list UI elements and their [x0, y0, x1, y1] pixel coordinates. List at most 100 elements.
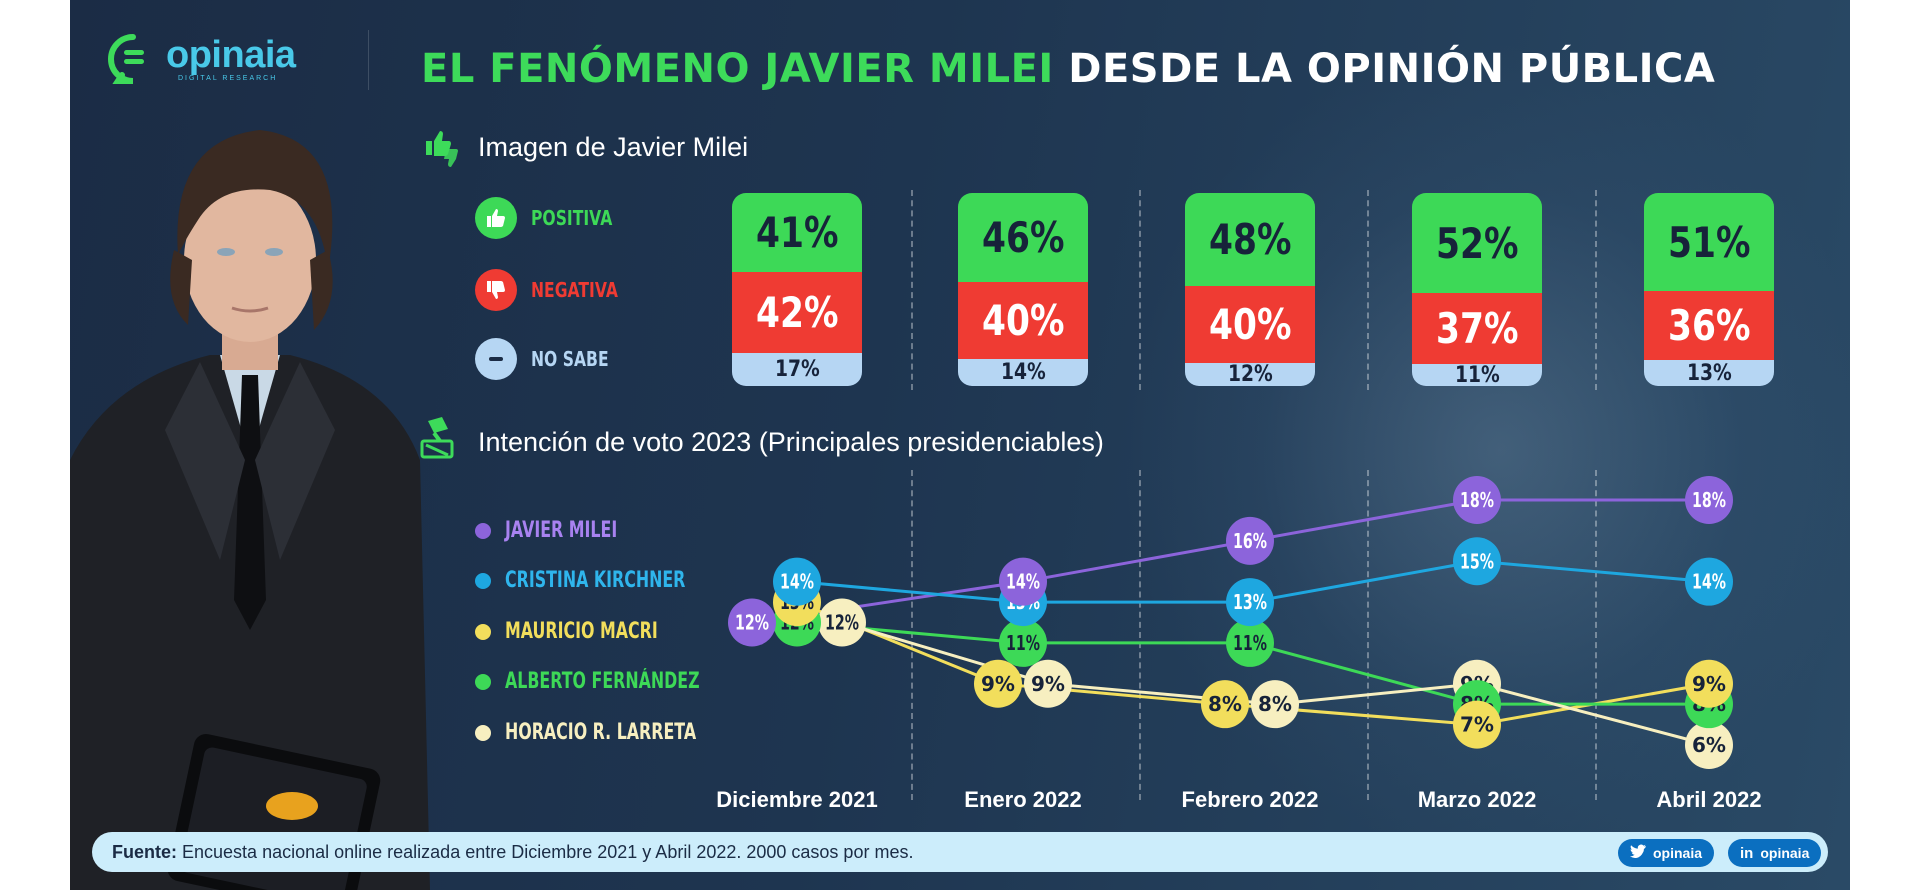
positive-segment: 48%	[1185, 193, 1315, 286]
month-label: Marzo 2022	[1417, 787, 1537, 812]
data-marker	[1453, 537, 1501, 586]
no-sabe-value: 12%	[1227, 362, 1273, 386]
column-separator	[1595, 470, 1597, 800]
title-highlight: EL FENÓMENO JAVIER MILEI	[421, 46, 1054, 92]
data-label: 11%	[1233, 631, 1267, 655]
linkedin-icon: in	[1740, 844, 1754, 862]
negative-segment: 40%	[958, 282, 1088, 359]
data-point: 16%	[1226, 516, 1274, 565]
data-point: 8%	[1251, 680, 1299, 729]
positive-value: 48%	[1208, 215, 1292, 264]
data-label: 8%	[1208, 692, 1242, 716]
data-label: 8%	[1258, 692, 1292, 716]
data-point: 18%	[1685, 476, 1733, 524]
source-note: Fuente: Encuesta nacional online realiza…	[112, 842, 913, 863]
data-marker	[1226, 578, 1274, 627]
data-marker	[1453, 700, 1501, 749]
data-marker	[999, 557, 1047, 606]
column-separator	[1139, 470, 1141, 800]
data-point: 9%	[1024, 659, 1072, 708]
no-sabe-segment: 14%	[958, 359, 1088, 386]
data-marker	[773, 557, 821, 606]
linkedin-handle: opinaia	[1760, 845, 1810, 861]
data-marker	[728, 598, 776, 647]
data-point: 14%	[773, 557, 821, 606]
data-point: 9%	[974, 659, 1022, 708]
no-sabe-value: 14%	[1000, 360, 1046, 385]
column-separator	[1139, 190, 1141, 390]
image-card-abril-2022: 51% 36% 13%	[1644, 193, 1774, 386]
data-point: 11%	[1226, 618, 1274, 667]
data-marker	[1685, 659, 1733, 708]
thumbs-up-down-icon	[426, 131, 458, 167]
opinaia-logo-icon	[108, 34, 144, 84]
twitter-handle: opinaia	[1653, 845, 1703, 861]
data-marker	[1024, 659, 1072, 708]
no-sabe-value: 13%	[1686, 360, 1732, 386]
thumbs-down-icon	[475, 269, 517, 311]
month-label: Abril 2022	[1656, 787, 1762, 812]
data-point: 8%	[1201, 680, 1249, 729]
negative-segment: 40%	[1185, 286, 1315, 363]
source-text: Encuesta nacional online realizada entre…	[182, 842, 914, 862]
no-sabe-value: 11%	[1454, 362, 1500, 387]
image-card-febrero-2022: 48% 40% 12%	[1185, 193, 1315, 386]
positive-segment: 41%	[732, 193, 862, 272]
title-rest: DESDE LA OPINIÓN PÚBLICA	[1068, 46, 1716, 92]
logo-divider	[368, 30, 369, 90]
column-separator	[911, 190, 913, 390]
data-marker	[1226, 516, 1274, 565]
legend-javier-milei: JAVIER MILEI	[475, 518, 661, 543]
month-label: Enero 2022	[964, 787, 1082, 812]
image-card-diciembre-2021: 41% 42% 17%	[732, 193, 862, 386]
no-sabe-segment: 11%	[1412, 362, 1542, 387]
data-point: 6%	[1685, 721, 1733, 769]
positive-segment: 51%	[1644, 193, 1774, 291]
vote-line-chart: 12%9%8%9%6%12%11%11%8%8%13%9%8%7%9%14%13…	[728, 476, 1733, 769]
legend-dot	[475, 673, 491, 690]
no-sabe-segment: 17%	[732, 353, 862, 386]
image-card-marzo-2022: 52% 37% 11%	[1412, 193, 1542, 386]
legend-label-positiva: POSITIVA	[531, 206, 613, 230]
legend-negativa: NEGATIVA	[475, 269, 642, 311]
month-label: Febrero 2022	[1181, 787, 1319, 812]
data-label: 6%	[1692, 733, 1726, 757]
data-marker	[1201, 680, 1249, 729]
data-label: 14%	[780, 570, 814, 594]
legend-label: MAURICIO MACRI	[505, 619, 658, 644]
data-point: 14%	[1685, 557, 1733, 606]
data-marker	[1685, 476, 1733, 524]
legend-dot	[475, 724, 491, 741]
no-sabe-value: 17%	[774, 357, 820, 382]
negative-segment: 37%	[1412, 293, 1542, 364]
brand-name: opinaia	[166, 34, 296, 76]
data-marker	[1251, 680, 1299, 729]
column-separator	[911, 470, 913, 800]
data-marker	[1226, 618, 1274, 667]
data-label: 14%	[1006, 570, 1040, 594]
legend-dot	[475, 623, 491, 640]
positive-segment: 46%	[958, 193, 1088, 282]
data-point: 18%	[1453, 476, 1501, 524]
ballot-box-icon	[420, 417, 454, 459]
positive-value: 51%	[1667, 217, 1751, 267]
negative-value: 40%	[1208, 300, 1292, 349]
twitter-link[interactable]: opinaia	[1618, 839, 1715, 867]
data-label: 9%	[981, 672, 1015, 696]
positive-value: 46%	[981, 213, 1065, 262]
data-marker	[1685, 721, 1733, 769]
column-separator	[1595, 190, 1597, 390]
infographic-card: opinaia DIGITAL RESEARCH EL FENÓMENO JAV…	[70, 0, 1850, 890]
data-point: 12%	[728, 598, 776, 647]
linkedin-link[interactable]: in opinaia	[1728, 839, 1822, 867]
legend-mauricio-macri: MAURICIO MACRI	[475, 619, 717, 644]
legend-label: JAVIER MILEI	[505, 518, 618, 543]
no-sabe-segment: 13%	[1644, 360, 1774, 386]
negative-value: 40%	[981, 296, 1065, 345]
positive-value: 41%	[755, 208, 839, 257]
legend-label-no-sabe: NO SABE	[531, 347, 609, 371]
month-label: Diciembre 2021	[716, 787, 878, 812]
data-label: 7%	[1460, 713, 1494, 737]
column-separator	[1367, 470, 1369, 800]
data-point: 12%	[818, 598, 866, 647]
